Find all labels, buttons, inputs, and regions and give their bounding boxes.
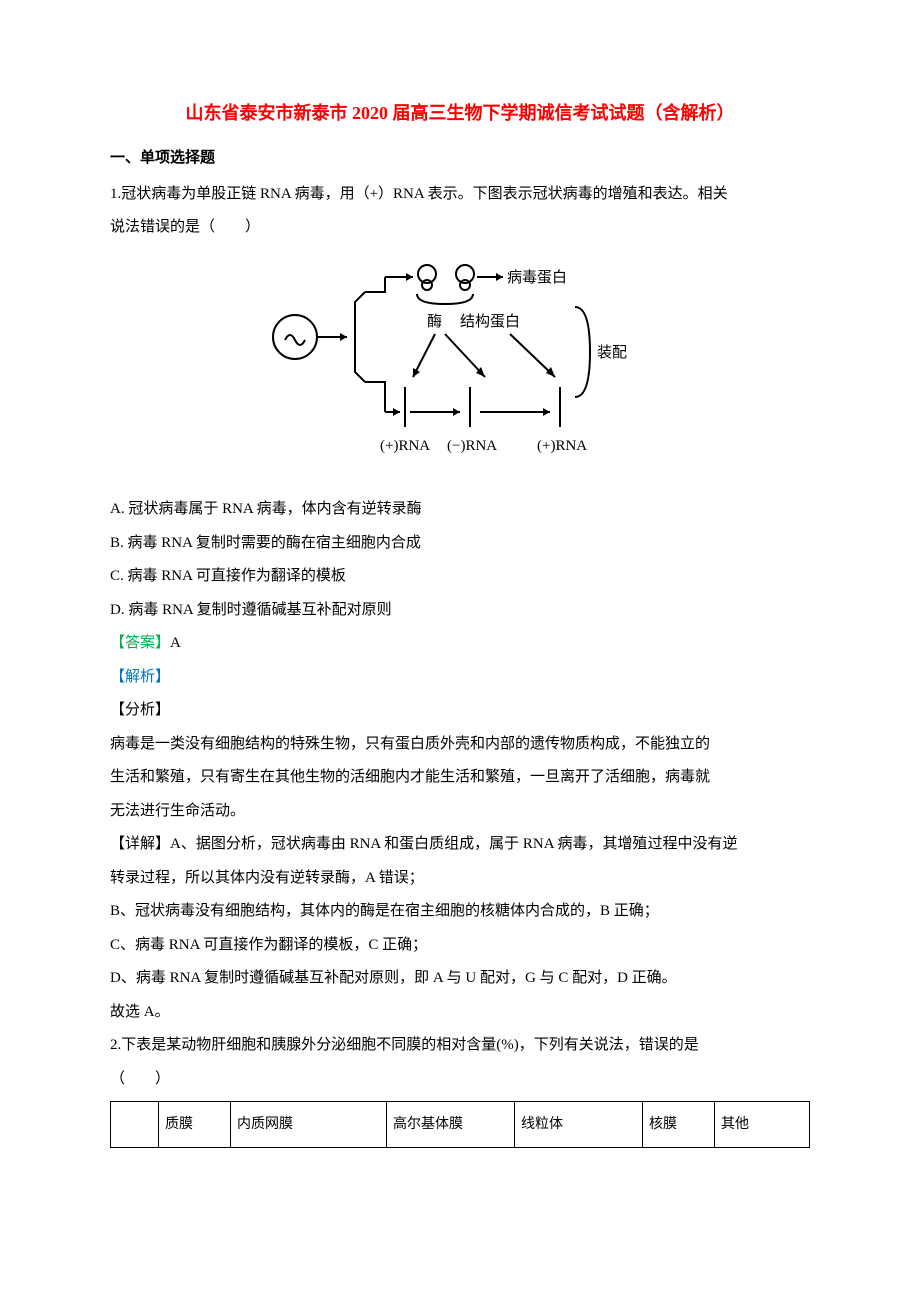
page-title: 山东省泰安市新泰市 2020 届高三生物下学期诚信考试试题（含解析） — [110, 100, 810, 127]
q1-analysis-1: 病毒是一类没有细胞结构的特殊生物，只有蛋白质外壳和内部的遗传物质构成，不能独立的 — [110, 729, 810, 761]
q1-detail-6: 故选 A。 — [110, 997, 810, 1029]
label-plus-rna-1: (+)RNA — [380, 438, 430, 454]
virus-diagram-svg: 病毒蛋白 酶 结构蛋白 装配 (+)RNA (−)RNA (+)RNA — [255, 252, 665, 472]
th-er: 内质网膜 — [231, 1102, 387, 1148]
q1-detail-3: B、冠状病毒没有细胞结构，其体内的酶是在宿主细胞的核糖体内合成的，B 正确； — [110, 896, 810, 928]
q1-detail-1: 【详解】A、据图分析，冠状病毒由 RNA 和蛋白质组成，属于 RNA 病毒，其增… — [110, 829, 810, 861]
q1-analysis-2: 生活和繁殖，只有寄生在其他生物的活细胞内才能生活和繁殖，一旦离开了活细胞，病毒就 — [110, 762, 810, 794]
q1-stem-line1: 1.冠状病毒为单股正链 RNA 病毒，用（+）RNA 表示。下图表示冠状病毒的增… — [110, 179, 810, 211]
q1-analysis-3: 无法进行生命活动。 — [110, 796, 810, 828]
label-plus-rna-2: (+)RNA — [537, 438, 587, 454]
explain-label: 【解析】 — [110, 662, 810, 694]
q1-option-b: B. 病毒 RNA 复制时需要的酶在宿主细胞内合成 — [110, 528, 810, 560]
q2-table: 质膜 内质网膜 高尔基体膜 线粒体 核膜 其他 — [110, 1101, 810, 1148]
q1-option-d: D. 病毒 RNA 复制时遵循碱基互补配对原则 — [110, 595, 810, 627]
q1-diagram: 病毒蛋白 酶 结构蛋白 装配 (+)RNA (−)RNA (+)RNA — [110, 252, 810, 485]
q1-option-c: C. 病毒 RNA 可直接作为翻译的模板 — [110, 561, 810, 593]
th-blank — [111, 1102, 159, 1148]
analysis-label: 【分析】 — [110, 695, 810, 727]
q1-answer: 【答案】A — [110, 628, 810, 660]
label-minus-rna: (−)RNA — [447, 438, 497, 454]
label-virus-protein: 病毒蛋白 — [507, 269, 567, 286]
q1-option-a: A. 冠状病毒属于 RNA 病毒，体内含有逆转录酶 — [110, 494, 810, 526]
table-row: 质膜 内质网膜 高尔基体膜 线粒体 核膜 其他 — [111, 1102, 810, 1148]
q1-detail-5: D、病毒 RNA 复制时遵循碱基互补配对原则，即 A 与 U 配对，G 与 C … — [110, 963, 810, 995]
th-other: 其他 — [715, 1102, 810, 1148]
answer-bracket: 【答案】 — [110, 635, 170, 651]
q1-stem-line2: 说法错误的是（ ） — [110, 212, 810, 244]
q2-stem-line2: （ ） — [110, 1064, 810, 1096]
label-struct-protein: 结构蛋白 — [460, 313, 520, 330]
label-assembly: 装配 — [597, 344, 627, 361]
q1-detail-4: C、病毒 RNA 可直接作为翻译的模板，C 正确； — [110, 930, 810, 962]
th-nuclear: 核膜 — [643, 1102, 715, 1148]
title-text: 山东省泰安市新泰市 2020 届高三生物下学期诚信考试试题（含解析） — [186, 103, 735, 123]
th-golgi: 高尔基体膜 — [387, 1102, 515, 1148]
answer-letter: A — [170, 635, 181, 651]
section-heading-1: 一、单项选择题 — [110, 143, 810, 175]
th-plasma: 质膜 — [159, 1102, 231, 1148]
q2-stem-line1: 2.下表是某动物肝细胞和胰腺外分泌细胞不同膜的相对含量(%)，下列有关说法，错误… — [110, 1030, 810, 1062]
q1-detail-2: 转录过程，所以其体内没有逆转录酶，A 错误； — [110, 863, 810, 895]
th-mito: 线粒体 — [515, 1102, 643, 1148]
label-enzyme: 酶 — [427, 313, 442, 330]
